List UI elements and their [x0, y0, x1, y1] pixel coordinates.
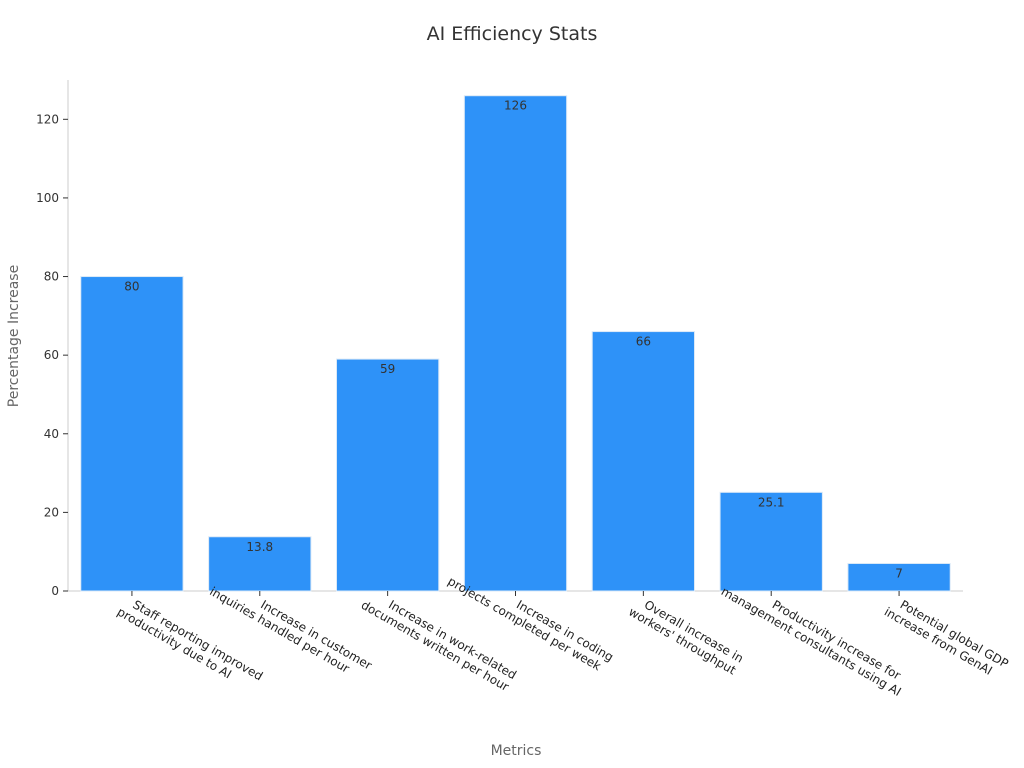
y-tick-label: 0	[51, 584, 59, 598]
bar	[336, 358, 440, 592]
data-label: 7	[895, 566, 903, 580]
data-label: 59	[380, 362, 395, 376]
y-tick-label: 40	[44, 427, 59, 441]
bar	[463, 95, 568, 592]
bar	[80, 276, 184, 592]
data-label: 66	[636, 335, 651, 349]
y-tick-label: 100	[36, 191, 59, 205]
x-tick-label-line: documents written per hour	[359, 598, 512, 694]
x-tick-label-line: management consultants using AI	[719, 584, 904, 699]
y-tick-label: 120	[36, 112, 59, 126]
y-axis-label: Percentage Increase	[6, 265, 22, 407]
bar	[719, 491, 823, 592]
y-tick-label: 80	[44, 270, 59, 284]
data-label: 25.1	[758, 495, 785, 509]
y-tick-label: 20	[44, 505, 59, 519]
bar	[591, 331, 696, 592]
data-label: 126	[504, 99, 527, 113]
x-axis-label: Metrics	[491, 743, 542, 759]
bar	[847, 562, 951, 592]
chart-title: AI Efficiency Stats	[427, 23, 598, 45]
x-tick-label-line: Productivity increase for	[770, 597, 903, 682]
y-tick-label: 60	[44, 348, 59, 362]
data-label: 13.8	[246, 540, 273, 554]
data-label: 80	[124, 280, 139, 294]
